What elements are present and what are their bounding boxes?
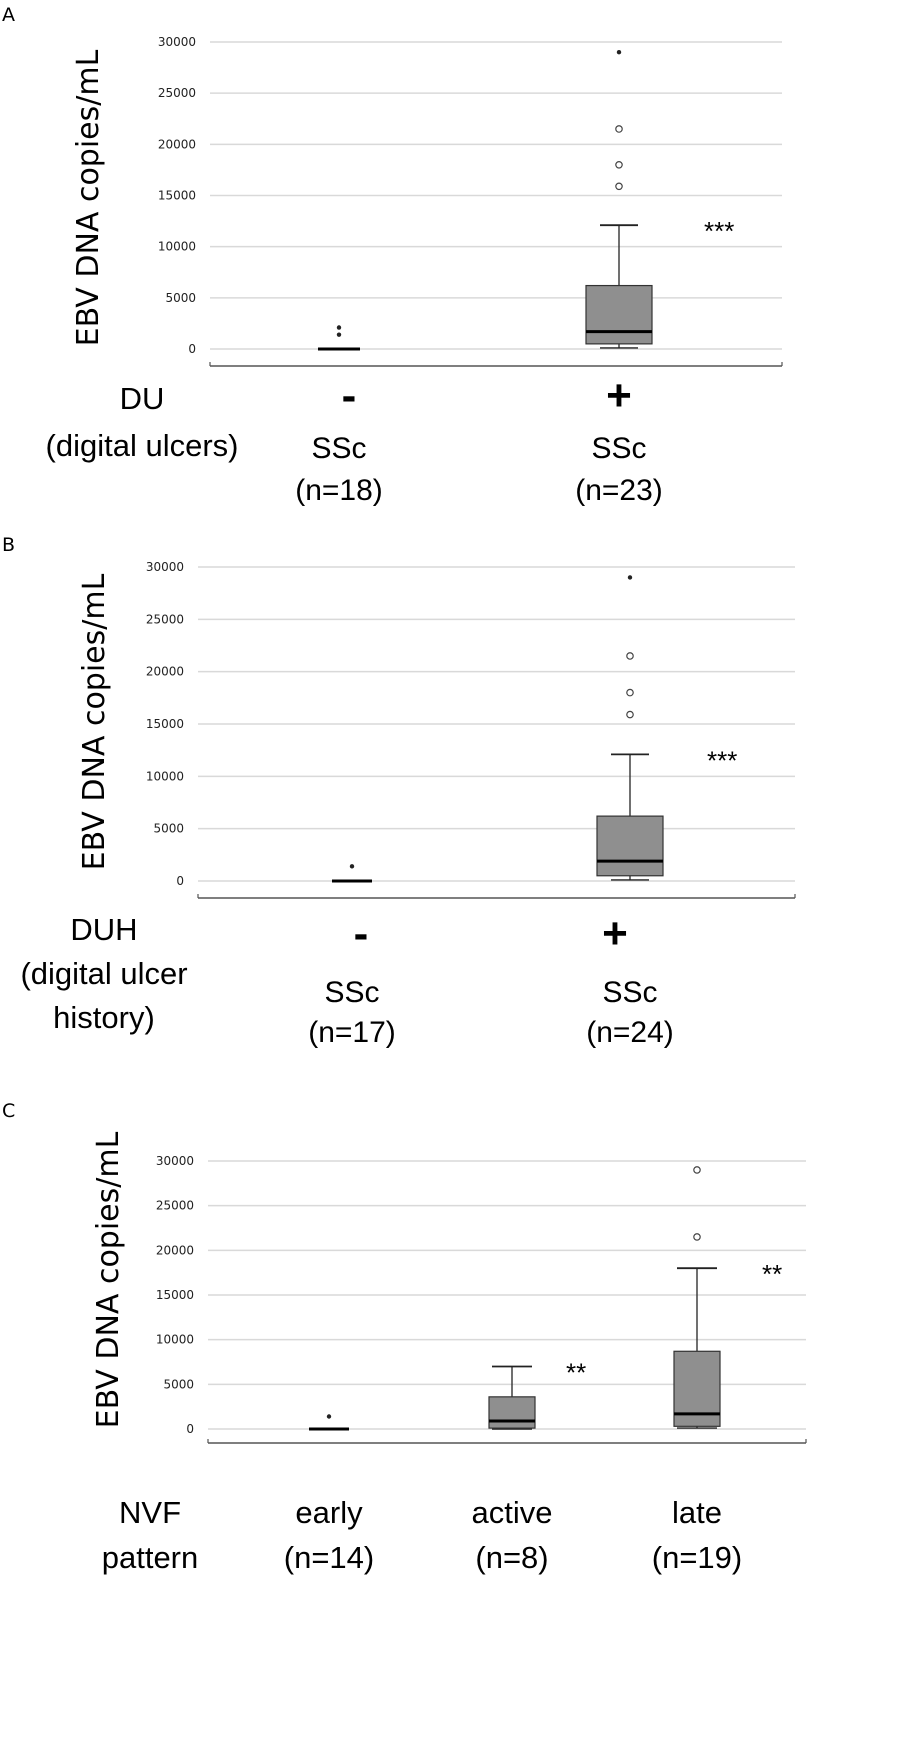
y-tick-label: 25000	[156, 1199, 194, 1213]
category-label: early	[295, 1495, 363, 1530]
y-tick-label: 10000	[156, 1333, 194, 1347]
box	[585, 284, 653, 345]
group-label: DUH	[70, 912, 137, 947]
category-label: SSc	[591, 432, 646, 465]
y-tick-label: 25000	[158, 86, 196, 100]
group-sign: -	[354, 909, 369, 958]
boxplot-chart: 0 5000 10000 15000 20000 25000 30000 EBV DNA co…	[20, 560, 796, 1049]
category-label: (n=24)	[586, 1016, 674, 1049]
y-tick-label: 15000	[146, 717, 184, 731]
category-label: active	[472, 1495, 553, 1530]
significance-label: ***	[704, 216, 734, 246]
category-label: (n=14)	[284, 1540, 374, 1575]
panel-letter: B	[2, 534, 16, 556]
boxplot-chart: 0 5000 10000 15000 20000 25000 30000 EBV DNA co…	[46, 35, 783, 507]
group-label: pattern	[102, 1540, 199, 1575]
group-sign: +	[606, 371, 632, 420]
group-sign: +	[602, 909, 628, 958]
y-tick-label: 20000	[146, 665, 184, 679]
y-tick-label: 0	[186, 1422, 194, 1436]
y-tick-label: 5000	[163, 1377, 194, 1391]
category-label: (n=23)	[575, 474, 663, 507]
extreme-point	[336, 332, 342, 337]
outlier-point	[626, 688, 634, 697]
outlier-point	[615, 125, 623, 133]
extreme-point	[616, 50, 622, 55]
significance-label: **	[566, 1357, 586, 1387]
y-tick-label: 5000	[165, 291, 196, 305]
y-tick-label: 30000	[156, 1154, 194, 1168]
category-label: (n=17)	[308, 1016, 396, 1049]
group-label: (digital ulcers)	[46, 428, 239, 463]
y-tick-label: 15000	[158, 189, 196, 203]
category-label: SSc	[311, 432, 366, 465]
significance-label: **	[762, 1259, 782, 1289]
outlier-point	[693, 1166, 701, 1174]
box	[488, 1396, 536, 1429]
group-label: DU	[120, 381, 165, 416]
box	[596, 815, 664, 877]
y-tick-label: 30000	[146, 560, 184, 574]
y-tick-label: 20000	[156, 1243, 194, 1257]
y-axis-label: EBV DNA copies/mL	[91, 1131, 126, 1428]
y-tick-label: 0	[176, 874, 184, 888]
extreme-point	[326, 1414, 332, 1419]
y-tick-label: 5000	[153, 822, 184, 836]
y-axis-label: EBV DNA copies/mL	[71, 49, 106, 346]
y-tick-label: 10000	[158, 240, 196, 254]
outlier-point	[626, 652, 634, 660]
outlier-point	[693, 1233, 701, 1241]
y-tick-label: 0	[188, 342, 196, 356]
group-sign: -	[342, 371, 357, 420]
y-tick-label: 10000	[146, 769, 184, 783]
extreme-point	[627, 575, 633, 580]
panel-letter: A	[2, 4, 15, 26]
y-axis-label: EBV DNA copies/mL	[77, 573, 112, 870]
group-label: history)	[53, 1000, 155, 1035]
category-label: SSc	[602, 976, 657, 1009]
significance-label: ***	[707, 745, 737, 775]
group-label: NVF	[119, 1495, 181, 1530]
category-label: (n=18)	[295, 474, 383, 507]
y-tick-label: 25000	[146, 612, 184, 626]
category-label: (n=8)	[475, 1540, 548, 1575]
y-tick-label: 30000	[158, 35, 196, 49]
group-label: (digital ulcer	[20, 956, 187, 991]
category-label: (n=19)	[652, 1540, 742, 1575]
y-tick-label: 20000	[158, 137, 196, 151]
outlier-point	[615, 182, 623, 191]
outlier-point	[615, 161, 623, 169]
y-tick-label: 15000	[156, 1288, 194, 1302]
category-label: late	[672, 1495, 722, 1530]
extreme-point	[349, 864, 355, 869]
panel-letter: C	[2, 1100, 16, 1122]
extreme-point	[336, 325, 342, 330]
category-label: SSc	[324, 976, 379, 1009]
outlier-point	[626, 710, 634, 719]
